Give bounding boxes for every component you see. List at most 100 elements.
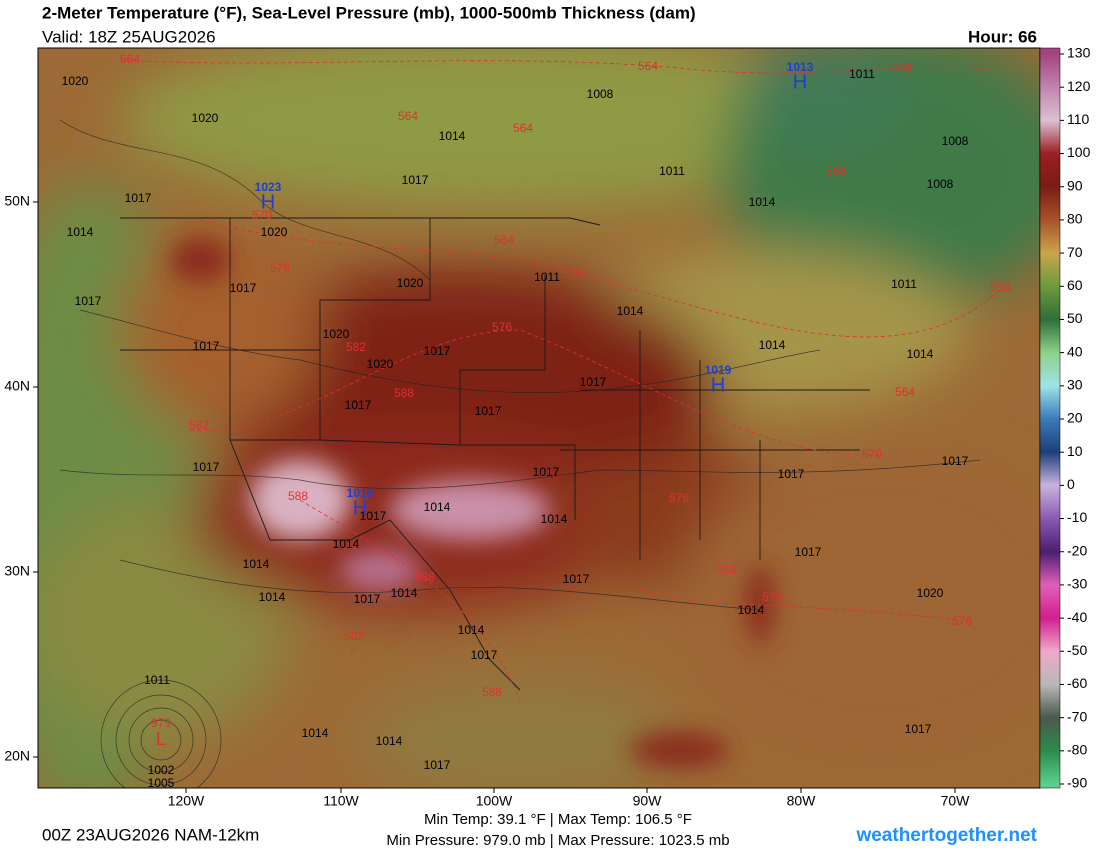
isobar-label: 1017 — [905, 722, 932, 736]
thickness-label: 570 — [564, 267, 584, 281]
colorbar-tick-label: 100 — [1067, 144, 1091, 160]
thickness-label: 564 — [895, 385, 915, 399]
isobar-label: 1017 — [424, 758, 451, 772]
isobar-label: 1020 — [323, 327, 350, 341]
lon-label: 80W — [787, 793, 817, 809]
colorbar-tick-label: 60 — [1067, 277, 1083, 293]
isobar-label: 1008 — [942, 134, 969, 148]
thickness-label: 588 — [288, 489, 308, 503]
thickness-label: 564 — [638, 59, 658, 73]
title: 2-Meter Temperature (°F), Sea-Level Pres… — [42, 3, 696, 22]
isobar-label: 1014 — [259, 590, 286, 604]
isobar-label: 1008 — [927, 177, 954, 191]
map: 1020 1020 1008 1011 1014 1011 1017 1014 1008 1008… — [38, 48, 1040, 788]
isobar-label: 1017 — [75, 294, 102, 308]
thickness-label: 582 — [716, 562, 736, 576]
isobar-label: 1014 — [67, 225, 94, 239]
colorbar-tick-label: -50 — [1067, 642, 1087, 658]
valid-time: Valid: 18Z 25AUG2026 — [42, 27, 216, 46]
thickness-label: 588 — [482, 685, 502, 699]
isobar-label: 1014 — [907, 347, 934, 361]
isobar-label: 1017 — [778, 467, 805, 481]
lon-label: 110W — [323, 793, 359, 809]
isobar-label: 1017 — [125, 191, 152, 205]
colorbar-tick-label: 130 — [1067, 45, 1091, 61]
isobar-label: 1011 — [659, 164, 685, 178]
thickness-label: 564 — [494, 233, 514, 247]
forecast-hour: Hour: 66 — [968, 27, 1037, 46]
isobar-label: 1014 — [617, 304, 644, 318]
colorbar — [1039, 47, 1061, 789]
isobar-label: 1017 — [360, 509, 387, 523]
isobar-label: 1017 — [580, 375, 607, 389]
colorbar-tick-label: -60 — [1067, 675, 1087, 691]
high-symbol: H — [261, 191, 275, 213]
thickness-label: 564 — [120, 52, 140, 66]
thickness-label: 576 — [492, 320, 512, 334]
website: weathertogether.net — [855, 825, 1037, 846]
isobar-label: 1017 — [193, 460, 220, 474]
borders — [120, 217, 870, 691]
thickness-label: 558 — [990, 280, 1010, 294]
lon-label: 70W — [941, 793, 971, 809]
isobar-label: 1011 — [144, 673, 170, 687]
isobar-label: 1011 — [849, 67, 875, 81]
low-pressure-value: 979 — [151, 716, 171, 730]
isobar-label: 1017 — [942, 454, 969, 468]
colorbar-tick-label: -40 — [1067, 609, 1087, 625]
isobar-label: 1014 — [738, 603, 765, 617]
thickness-label: 558 — [826, 164, 846, 178]
thickness-label: 564 — [513, 121, 533, 135]
isobar-label: 1011 — [891, 277, 917, 291]
isobar-label: 1017 — [471, 648, 498, 662]
thickness-label: 588 — [415, 570, 435, 584]
thickness-label: 582 — [344, 629, 364, 643]
high-pressure-value: 1019 — [705, 363, 732, 377]
lat-label: 20N — [4, 748, 30, 764]
isobar-label: 1017 — [402, 173, 429, 187]
isobar-label: 1020 — [917, 586, 944, 600]
isobar-label: 1014 — [302, 726, 329, 740]
temperature-field — [38, 48, 1040, 788]
colorbar-tick-label: 80 — [1067, 211, 1083, 227]
thickness-label: 564 — [398, 109, 418, 123]
colorbar-tick-label: 0 — [1067, 476, 1075, 492]
isobar-label: 1014 — [243, 557, 270, 571]
isobar-label: 1020 — [192, 111, 219, 125]
colorbar-tick-label: -10 — [1067, 509, 1087, 525]
low-symbol: L — [156, 729, 166, 749]
lon-label: 90W — [633, 793, 663, 809]
thickness-label: 576 — [952, 614, 972, 628]
isobar-label: 1011 — [534, 270, 560, 284]
thickness-label: 576 — [270, 261, 290, 275]
isobar-label: 1014 — [541, 512, 568, 526]
isobar-label: 1017 — [563, 572, 590, 586]
colorbar-tick-label: 30 — [1067, 377, 1083, 393]
thickness-label: 582 — [189, 418, 209, 432]
isobar-label: 1014 — [391, 586, 418, 600]
colorbar-tick-label: 10 — [1067, 443, 1083, 459]
lat-label: 50N — [4, 193, 30, 209]
colorbar-tick-label: -20 — [1067, 542, 1087, 558]
thickness-label: 558 — [892, 61, 912, 75]
colorbar-tick-label: 120 — [1067, 78, 1091, 94]
pressure-extremes: Min Pressure: 979.0 mb | Max Pressure: 1… — [386, 832, 729, 849]
colorbar-tick-label: -30 — [1067, 576, 1087, 592]
colorbar-tick-label: 110 — [1067, 111, 1090, 127]
high-pressure-value: 1013 — [787, 60, 814, 74]
thickness-label: 570 — [862, 447, 882, 461]
thickness-label: 588 — [394, 386, 414, 400]
thickness-label: 576 — [669, 491, 689, 505]
isobar-label: 1014 — [439, 129, 466, 143]
colorbar-tick-label: 50 — [1067, 310, 1083, 326]
colorbar-tick-label: -70 — [1067, 708, 1087, 724]
thickness-lines — [119, 59, 1001, 701]
isobar-label: 1008 — [587, 87, 614, 101]
thickness-label: 582 — [346, 340, 366, 354]
isobar-label: 1017 — [345, 398, 372, 412]
colorbar-tick-label: 90 — [1067, 177, 1083, 193]
colorbar-tick-label: 40 — [1067, 343, 1083, 359]
isobar-label: 1002 — [148, 763, 175, 777]
isobar-label: 1020 — [397, 276, 424, 290]
